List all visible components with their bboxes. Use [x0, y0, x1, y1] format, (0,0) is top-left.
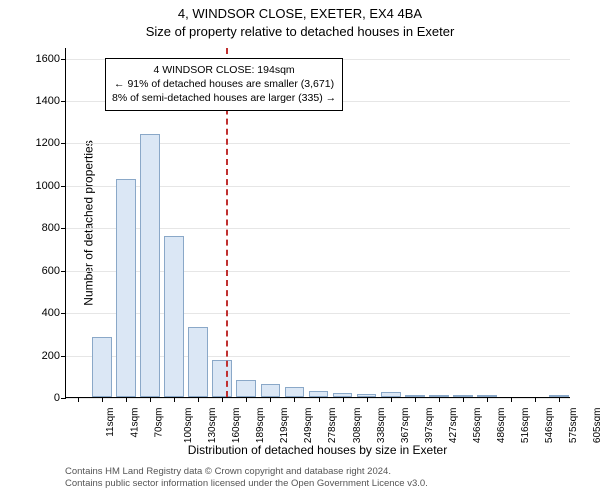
xtick-mark	[487, 397, 488, 402]
ytick-label: 400	[5, 307, 60, 319]
xtick-mark	[150, 397, 151, 402]
chart-title-sub: Size of property relative to detached ho…	[0, 24, 600, 39]
histogram-bar	[188, 327, 208, 397]
xtick-label: 575sqm	[568, 408, 579, 444]
ytick-label: 1600	[5, 53, 60, 65]
xtick-mark	[294, 397, 295, 402]
xtick-label: 456sqm	[472, 408, 483, 444]
footnote-1: Contains HM Land Registry data © Crown c…	[65, 466, 570, 477]
ytick-label: 1400	[5, 95, 60, 107]
xtick-mark	[174, 397, 175, 402]
xtick-label: 486sqm	[496, 408, 507, 444]
histogram-bar	[140, 134, 160, 397]
x-axis-label: Distribution of detached houses by size …	[65, 443, 570, 457]
ytick-label: 1000	[5, 180, 60, 192]
annotation-line2: ← 91% of detached houses are smaller (3,…	[112, 77, 336, 91]
xtick-label: 546sqm	[544, 408, 555, 444]
xtick-label: 516sqm	[520, 408, 531, 444]
histogram-bar	[92, 337, 112, 397]
ytick-mark	[61, 398, 66, 399]
histogram-bar	[212, 360, 232, 397]
xtick-label: 605sqm	[592, 408, 600, 444]
xtick-label: 249sqm	[303, 408, 314, 444]
annotation-line1: 4 WINDSOR CLOSE: 194sqm	[112, 63, 336, 77]
xtick-label: 338sqm	[376, 408, 387, 444]
xtick-mark	[463, 397, 464, 402]
xtick-mark	[246, 397, 247, 402]
ytick-label: 1200	[5, 137, 60, 149]
ytick-label: 0	[5, 392, 60, 404]
xtick-mark	[391, 397, 392, 402]
xtick-label: 130sqm	[207, 408, 218, 444]
xtick-label: 219sqm	[279, 408, 290, 444]
xtick-label: 100sqm	[183, 408, 194, 444]
xtick-label: 367sqm	[400, 408, 411, 444]
xtick-mark	[319, 397, 320, 402]
xtick-label: 308sqm	[352, 408, 363, 444]
xtick-mark	[270, 397, 271, 402]
property-size-histogram: 4, WINDSOR CLOSE, EXETER, EX4 4BA Size o…	[0, 0, 600, 500]
chart-title-main: 4, WINDSOR CLOSE, EXETER, EX4 4BA	[0, 6, 600, 21]
xtick-mark	[535, 397, 536, 402]
xtick-label: 160sqm	[231, 408, 242, 444]
footnote-2: Contains public sector information licen…	[65, 478, 570, 489]
annotation-box: 4 WINDSOR CLOSE: 194sqm ← 91% of detache…	[105, 58, 343, 111]
xtick-label: 41sqm	[130, 408, 141, 438]
ytick-label: 200	[5, 350, 60, 362]
histogram-bar	[164, 236, 184, 397]
xtick-mark	[222, 397, 223, 402]
xtick-label: 278sqm	[328, 408, 339, 444]
xtick-label: 70sqm	[154, 408, 165, 438]
ytick-label: 800	[5, 222, 60, 234]
ytick-label: 600	[5, 265, 60, 277]
histogram-bar	[285, 387, 305, 397]
xtick-label: 189sqm	[255, 408, 266, 444]
xtick-mark	[102, 397, 103, 402]
xtick-mark	[78, 397, 79, 402]
annotation-line3: 8% of semi-detached houses are larger (3…	[112, 91, 336, 105]
xtick-label: 397sqm	[424, 408, 435, 444]
xtick-mark	[198, 397, 199, 402]
xtick-mark	[559, 397, 560, 402]
xtick-mark	[511, 397, 512, 402]
xtick-mark	[439, 397, 440, 402]
histogram-bar	[116, 179, 136, 397]
xtick-mark	[367, 397, 368, 402]
xtick-mark	[126, 397, 127, 402]
xtick-label: 11sqm	[105, 408, 116, 437]
xtick-mark	[343, 397, 344, 402]
histogram-bar	[236, 380, 256, 397]
xtick-label: 427sqm	[448, 408, 459, 444]
xtick-mark	[415, 397, 416, 402]
histogram-bar	[261, 384, 281, 397]
